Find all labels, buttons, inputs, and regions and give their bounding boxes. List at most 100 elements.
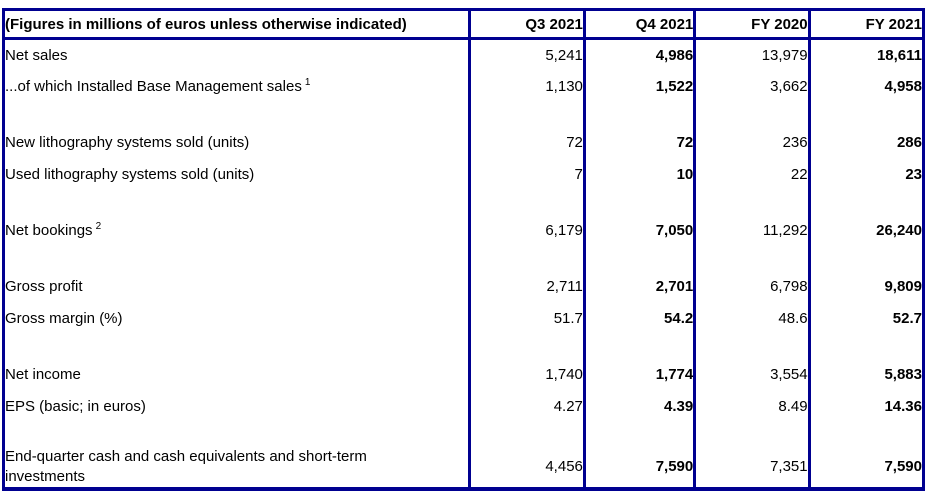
value-cell: 14.36 <box>807 390 924 423</box>
row-label: ...of which Installed Base Management sa… <box>4 71 470 103</box>
value-cell: 1,522 <box>582 70 695 103</box>
table-row-net-bookings: Net bookings 2 6,179 7,050 11,292 26,240 <box>4 214 924 247</box>
empty-cell <box>467 422 585 447</box>
empty-cell <box>582 102 695 127</box>
value-cell: 5,883 <box>807 358 924 391</box>
footnote-marker-1: 1 <box>304 77 311 88</box>
table-header-row: (Figures in millions of euros unless oth… <box>3 9 924 40</box>
empty-cell <box>807 334 924 359</box>
empty-cell <box>4 423 470 447</box>
row-label-text: Net bookings <box>5 222 93 239</box>
value-cell: 6,179 <box>467 214 585 247</box>
empty-cell <box>582 190 695 215</box>
row-label-text: Used lithography systems sold (units) <box>5 166 255 183</box>
value-cell: 72 <box>582 126 695 159</box>
figures-note-header-cell: (Figures in millions of euros unless oth… <box>3 9 470 40</box>
table-row-gross-margin: Gross margin (%) 51.7 54.2 48.6 52.7 <box>4 302 924 335</box>
empty-cell <box>807 422 924 447</box>
table-row-net-income: Net income 1,740 1,774 3,554 5,883 <box>4 358 924 391</box>
table-row-eps: EPS (basic; in euros) 4.27 4.39 8.49 14.… <box>4 390 924 423</box>
row-label: Used lithography systems sold (units) <box>4 159 470 191</box>
row-label-text: ...of which Installed Base Management sa… <box>5 78 302 95</box>
value-cell: 236 <box>693 126 810 159</box>
value-cell: 8.49 <box>693 390 810 423</box>
row-label: Net income <box>4 359 470 391</box>
row-label: Gross margin (%) <box>4 303 470 335</box>
value-cell: 3,662 <box>693 70 810 103</box>
empty-cell <box>582 334 695 359</box>
empty-cell <box>693 102 810 127</box>
value-cell: 6,798 <box>693 270 810 303</box>
value-cell: 52.7 <box>807 302 924 335</box>
value-cell: 7,590 <box>582 446 695 489</box>
value-cell: 10 <box>582 158 695 191</box>
value-cell: 286 <box>807 126 924 159</box>
value-cell: 4,456 <box>467 446 585 489</box>
row-label: Gross profit <box>4 271 470 303</box>
spacer-row <box>4 422 924 447</box>
empty-cell <box>467 246 585 271</box>
value-cell: 1,740 <box>467 358 585 391</box>
empty-cell <box>693 190 810 215</box>
value-cell: 4.27 <box>467 390 585 423</box>
empty-cell <box>467 102 585 127</box>
value-cell: 3,554 <box>693 358 810 391</box>
column-header-fy-2020: FY 2020 <box>693 9 810 40</box>
value-cell: 23 <box>807 158 924 191</box>
value-cell: 7,590 <box>807 446 924 489</box>
spacer-row <box>4 246 924 271</box>
value-cell: 9,809 <box>807 270 924 303</box>
empty-cell <box>4 247 470 271</box>
empty-cell <box>4 103 470 127</box>
table-row-new-litho-systems: New lithography systems sold (units) 72 … <box>4 126 924 159</box>
spacer-row <box>4 190 924 215</box>
row-label-text: Gross margin (%) <box>5 310 123 327</box>
value-cell: 51.7 <box>467 302 585 335</box>
row-label-text: Net income <box>5 366 81 383</box>
empty-cell <box>693 422 810 447</box>
empty-cell <box>582 246 695 271</box>
row-label: End-quarter cash and cash equivalents an… <box>4 447 470 489</box>
empty-cell <box>807 102 924 127</box>
value-cell: 72 <box>467 126 585 159</box>
column-header-q3-2021: Q3 2021 <box>467 9 585 40</box>
empty-cell <box>4 191 470 215</box>
financial-summary-table: (Figures in millions of euros unless oth… <box>2 8 925 491</box>
column-header-fy-2021: FY 2021 <box>807 9 924 40</box>
empty-cell <box>693 334 810 359</box>
footnote-marker-2: 2 <box>95 221 102 232</box>
value-cell: 2,711 <box>467 270 585 303</box>
row-label: New lithography systems sold (units) <box>4 127 470 159</box>
value-cell: 26,240 <box>807 214 924 247</box>
row-label-text: EPS (basic; in euros) <box>5 398 146 415</box>
table-row-end-quarter-cash: End-quarter cash and cash equivalents an… <box>4 446 924 489</box>
value-cell: 4,986 <box>582 38 695 71</box>
value-cell: 2,701 <box>582 270 695 303</box>
row-label: EPS (basic; in euros) <box>4 391 470 423</box>
empty-cell <box>807 190 924 215</box>
empty-cell <box>807 246 924 271</box>
value-cell: 7,351 <box>693 446 810 489</box>
row-label-text: End-quarter cash and cash equivalents an… <box>5 448 367 485</box>
value-cell: 1,130 <box>467 70 585 103</box>
row-label-text: Gross profit <box>5 278 83 295</box>
table-row-installed-base-sales: ...of which Installed Base Management sa… <box>4 70 924 103</box>
row-label-text: New lithography systems sold (units) <box>5 134 250 151</box>
spacer-row <box>4 334 924 359</box>
value-cell: 1,774 <box>582 358 695 391</box>
spacer-row <box>4 102 924 127</box>
value-cell: 48.6 <box>693 302 810 335</box>
value-cell: 4.39 <box>582 390 695 423</box>
empty-cell <box>467 190 585 215</box>
value-cell: 54.2 <box>582 302 695 335</box>
value-cell: 4,958 <box>807 70 924 103</box>
value-cell: 18,611 <box>807 38 924 71</box>
empty-cell <box>4 335 470 359</box>
table-row-net-sales: Net sales 5,241 4,986 13,979 18,611 <box>4 38 924 71</box>
empty-cell <box>467 334 585 359</box>
column-header-q4-2021: Q4 2021 <box>582 9 695 40</box>
empty-cell <box>693 246 810 271</box>
table-row-used-litho-systems: Used lithography systems sold (units) 7 … <box>4 158 924 191</box>
value-cell: 7,050 <box>582 214 695 247</box>
